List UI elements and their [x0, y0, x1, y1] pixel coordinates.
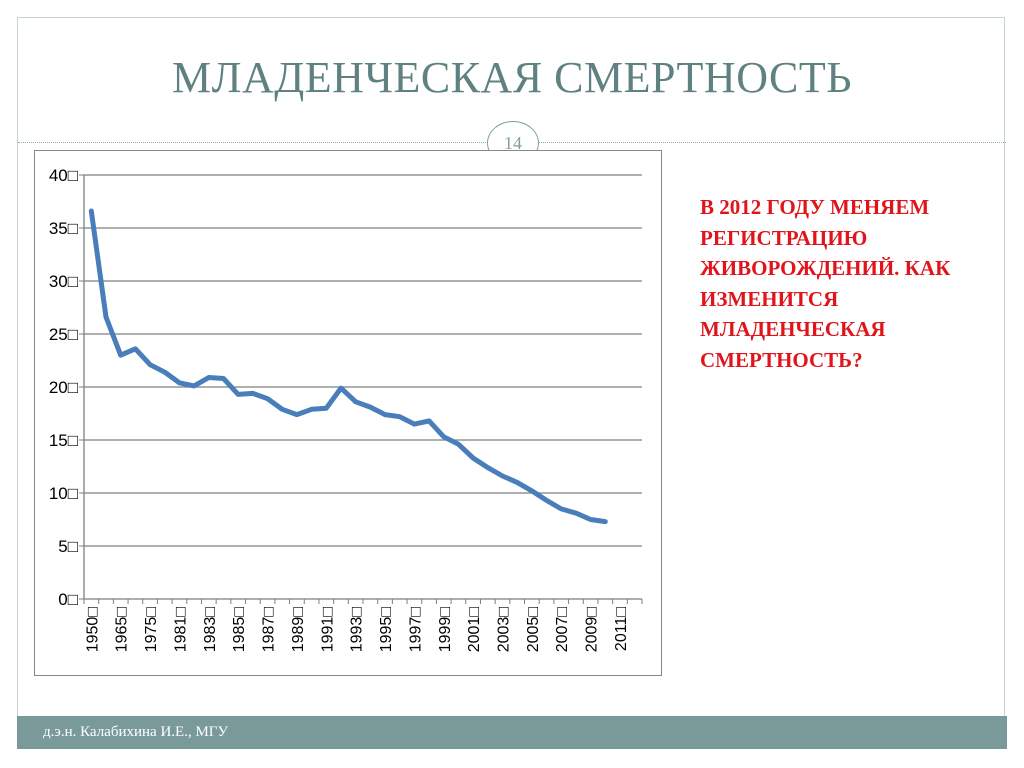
data-point [148, 363, 152, 367]
data-point [339, 386, 343, 390]
x-tick-label: 2003□ [496, 607, 513, 653]
x-tick-label: 2011□ [613, 607, 630, 651]
footer-bar: д.э.н. Калабихина И.Е., МГУ [17, 716, 1007, 749]
data-point [310, 407, 314, 411]
y-tick-label: 15□ [49, 431, 78, 450]
y-tick-label: 25□ [49, 325, 78, 344]
x-tick-label: 1950□ [84, 607, 101, 653]
y-tick-label: 30□ [49, 272, 78, 291]
y-tick-label: 20□ [49, 378, 78, 397]
data-point [603, 520, 607, 524]
data-point [427, 419, 431, 423]
data-point [486, 466, 490, 470]
data-point [295, 413, 299, 417]
y-tick-label: 40□ [49, 166, 78, 185]
data-point [163, 370, 167, 374]
y-tick-label: 0□ [58, 590, 78, 609]
x-tick-label: 1981□ [172, 607, 189, 653]
infant-mortality-chart: 0□ 5□ 10□ 15□ 20□ 25□ 30□ 35□ 40□ 1950□ 1965□ 1975□… [49, 166, 643, 653]
y-tick-label: 35□ [49, 219, 78, 238]
data-point [192, 384, 196, 388]
data-point [133, 347, 137, 351]
data-point [456, 442, 460, 446]
data-point [236, 392, 240, 396]
y-tick-label: 5□ [58, 537, 78, 556]
data-point [545, 498, 549, 502]
data-point [324, 406, 328, 410]
data-point [354, 400, 358, 404]
x-tick-label: 1985□ [231, 607, 248, 653]
x-tick-label: 2001□ [466, 607, 483, 653]
data-point [251, 391, 255, 395]
x-tick-label: 1997□ [407, 607, 424, 653]
x-tick-label: 1965□ [114, 607, 131, 653]
x-tick-label: 1987□ [261, 607, 278, 653]
slide-title: МЛАДЕНЧЕСКАЯ СМЕРТНОСТЬ [171, 53, 852, 102]
question-text: В 2012 ГОДУ МЕНЯЕМ РЕГИСТРАЦИЮ ЖИВОРОЖДЕ… [700, 195, 951, 372]
x-tick-label: 1983□ [202, 607, 219, 653]
y-tick-label: 10□ [49, 484, 78, 503]
chart-container: 0□ 5□ 10□ 15□ 20□ 25□ 30□ 35□ 40□ 1950□ 1965□ 1975□… [34, 150, 662, 676]
data-point [104, 315, 108, 319]
data-point [222, 377, 225, 381]
x-tick-label: 1989□ [290, 607, 307, 653]
x-tick-label: 1995□ [378, 607, 395, 653]
x-tick-label: 1975□ [143, 607, 160, 653]
data-point [177, 381, 181, 385]
data-point [515, 480, 519, 484]
data-point [280, 407, 284, 411]
data-point [266, 397, 270, 401]
data-point [442, 435, 446, 439]
series-line [88, 208, 608, 525]
data-point [471, 456, 475, 460]
data-point [559, 507, 563, 511]
data-point [368, 405, 372, 409]
data-point [207, 375, 211, 379]
data-point [383, 413, 387, 417]
x-tick-label: 2005□ [525, 607, 542, 653]
data-point [119, 353, 123, 357]
x-tick-label: 1991□ [319, 607, 336, 653]
data-point [574, 511, 578, 515]
x-tick-label: 1993□ [349, 607, 366, 653]
x-tick-label: 2007□ [554, 607, 571, 653]
x-tick-label: 1999□ [437, 607, 454, 653]
x-tick-label: 2009□ [584, 607, 601, 653]
data-point [501, 474, 504, 478]
data-point [589, 518, 593, 521]
data-point [89, 209, 93, 213]
data-point [412, 422, 416, 426]
data-point [530, 489, 534, 493]
footer-author: д.э.н. Калабихина И.Е., МГУ [43, 724, 229, 740]
data-point [398, 415, 402, 419]
